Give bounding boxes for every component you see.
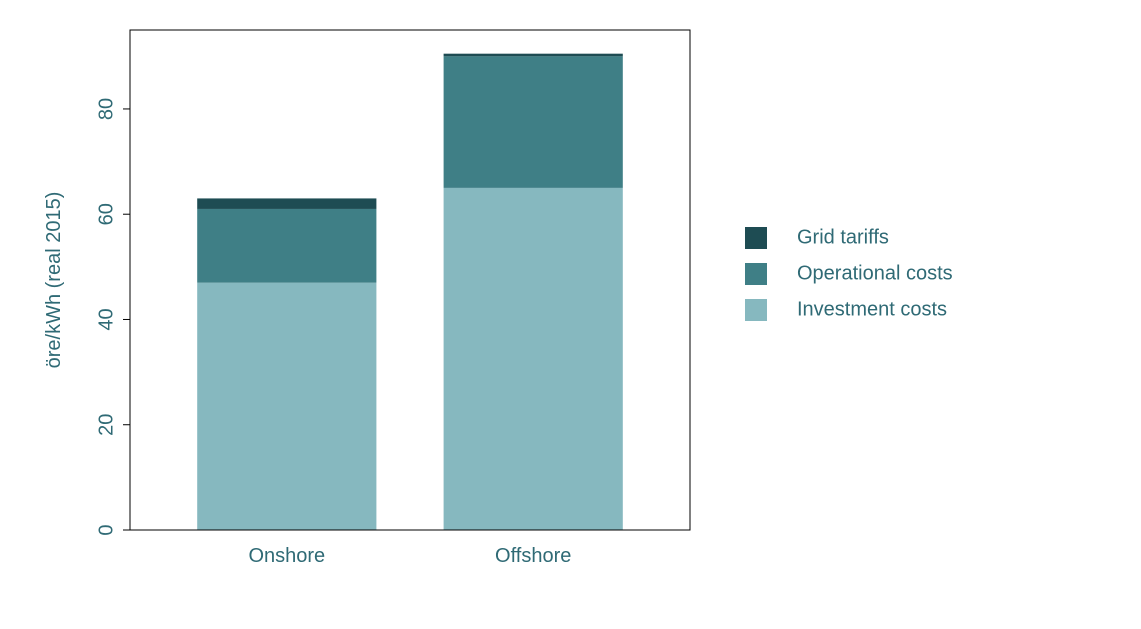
bar-offshore-investment (444, 188, 623, 530)
legend-label-investment: Investment costs (797, 298, 947, 320)
bar-onshore-investment (197, 283, 376, 530)
y-tick-label: 0 (95, 524, 117, 535)
legend-swatch-investment (745, 299, 767, 321)
legend-swatch-operational (745, 263, 767, 285)
chart-container: 0 20 40 60 80 öre/kWh (real 2015) Onshore Offsh… (0, 0, 1141, 629)
legend-label-grid: Grid tariffs (797, 226, 889, 248)
category-label-onshore: Onshore (248, 545, 325, 567)
y-tick-label: 20 (95, 414, 117, 436)
category-label-offshore: Offshore (495, 545, 571, 567)
bar-offshore-operational (444, 56, 623, 188)
bar-onshore-operational (197, 209, 376, 283)
y-tick-label: 80 (95, 98, 117, 120)
legend-label-operational: Operational costs (797, 262, 953, 284)
bar-offshore-grid (444, 54, 623, 57)
cost-stacked-bar-chart: 0 20 40 60 80 öre/kWh (real 2015) Onshore Offsh… (0, 0, 1141, 629)
y-tick-label: 40 (95, 308, 117, 330)
legend-swatch-grid (745, 227, 767, 249)
y-axis-label: öre/kWh (real 2015) (43, 192, 65, 369)
y-tick-label: 60 (95, 203, 117, 225)
bar-onshore-grid (197, 198, 376, 209)
